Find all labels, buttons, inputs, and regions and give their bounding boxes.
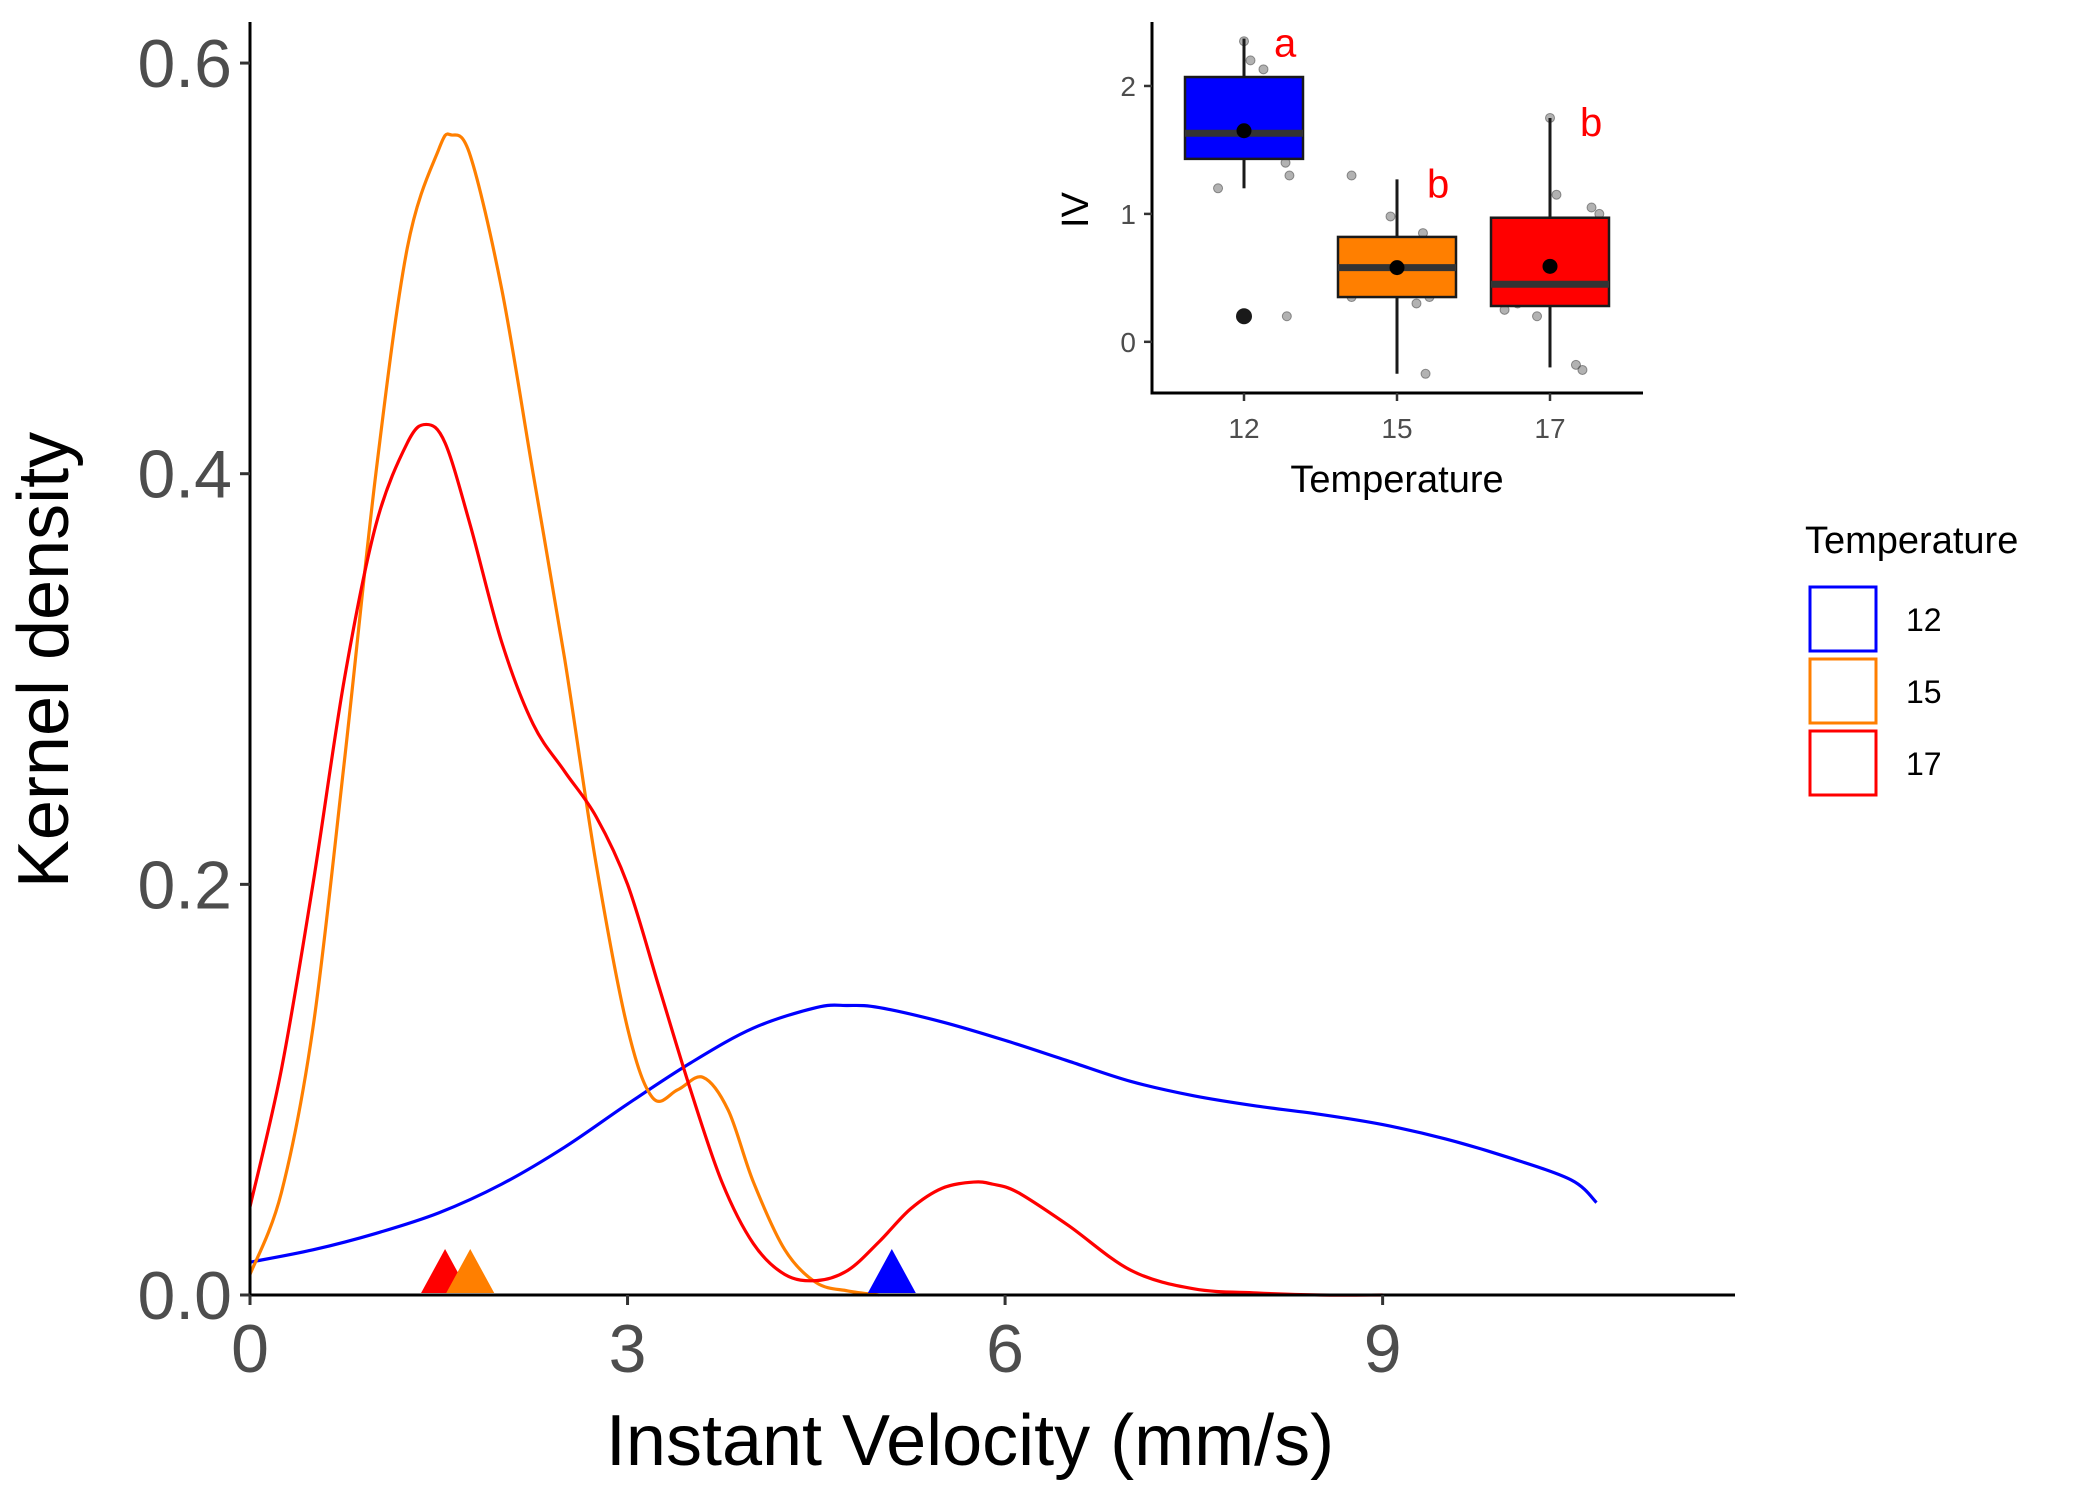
legend-title: Temperature [1805, 520, 2018, 562]
legend-key-12 [1808, 585, 1878, 653]
boxplot-point-15 [1346, 170, 1357, 181]
boxplot-mean-17 [1542, 258, 1558, 274]
boxplot-mean-15 [1389, 260, 1405, 276]
boxplot-point-17 [1532, 311, 1543, 322]
boxplot-y-tick-label: 2 [1120, 71, 1136, 102]
mean-markers [421, 1249, 916, 1293]
density-axes [248, 22, 1735, 1297]
boxplot-point-15 [1385, 211, 1396, 222]
boxplot-outlier-12 [1236, 308, 1252, 325]
density-y-tick-label: 0.2 [137, 847, 232, 923]
mean-marker-15 [446, 1249, 495, 1293]
boxplot-point-17 [1570, 359, 1581, 370]
boxplot-box-12 [1183, 75, 1305, 161]
legend: Temperature 12 15 17 [1805, 520, 2018, 797]
boxplot-x-tick-label: 17 [1534, 413, 1565, 444]
boxplot-group-letter-12: a [1274, 22, 1297, 66]
boxplot-point-15 [1420, 368, 1431, 379]
boxplot-point-12 [1213, 183, 1224, 194]
density-x-tick-label: 3 [609, 1311, 647, 1387]
boxplot-point-15 [1411, 298, 1422, 309]
density-ticks: 0 3 6 9 0.0 0.2 0.4 0.6 [137, 26, 1401, 1387]
density-x-tick-label: 9 [1364, 1311, 1402, 1387]
boxplot-point-17 [1551, 189, 1562, 200]
boxplot-mean-12 [1236, 123, 1252, 139]
density-lines [248, 132, 1598, 1297]
legend-label-12: 12 [1906, 602, 1942, 638]
density-y-tick-label: 0.4 [137, 437, 232, 513]
legend-key-17 [1808, 729, 1878, 797]
mean-marker-12 [867, 1249, 916, 1293]
boxplot-point-12 [1281, 311, 1292, 322]
boxplot-point-12 [1245, 55, 1256, 66]
density-x-axis-label: Instant Velocity (mm/s) [606, 1401, 1334, 1481]
density-line-17 [248, 422, 1383, 1297]
boxplot-x-tick-label: 12 [1228, 413, 1259, 444]
boxplot-y-tick-label: 1 [1120, 199, 1136, 230]
boxplot-point-17 [1577, 364, 1588, 375]
boxplot-point-12 [1258, 64, 1269, 75]
density-line-12 [249, 1003, 1598, 1264]
boxplot-x-tick-label: 15 [1381, 413, 1412, 444]
density-x-tick-label: 6 [986, 1311, 1024, 1387]
density-line-15 [248, 132, 880, 1297]
density-y-axis-label: Kernel density [4, 432, 84, 888]
boxplot-y-tick-label: 0 [1120, 327, 1136, 358]
boxplot-point-12 [1284, 170, 1295, 181]
boxplot-point-17 [1586, 202, 1597, 213]
density-plot: 0 3 6 9 0.0 0.2 0.4 0.6 Instant Velocity (mm/s)… [4, 22, 1735, 1481]
boxplot-x-axis-label: Temperature [1290, 459, 1503, 501]
legend-label-17: 17 [1906, 746, 1942, 782]
density-y-tick-label: 0.0 [137, 1258, 232, 1334]
density-x-tick-label: 0 [231, 1311, 269, 1387]
legend-label-15: 15 [1906, 674, 1942, 710]
boxplot-group-letter-17: b [1580, 101, 1602, 145]
legend-entries: 12 15 17 [1808, 585, 1942, 797]
boxplot-group-letter-15: b [1427, 162, 1449, 206]
density-y-tick-label: 0.6 [137, 26, 232, 102]
legend-key-15 [1808, 657, 1878, 725]
boxplot-y-axis-label: IV [1055, 191, 1097, 228]
boxplot-boxes: a b b [1183, 22, 1611, 374]
